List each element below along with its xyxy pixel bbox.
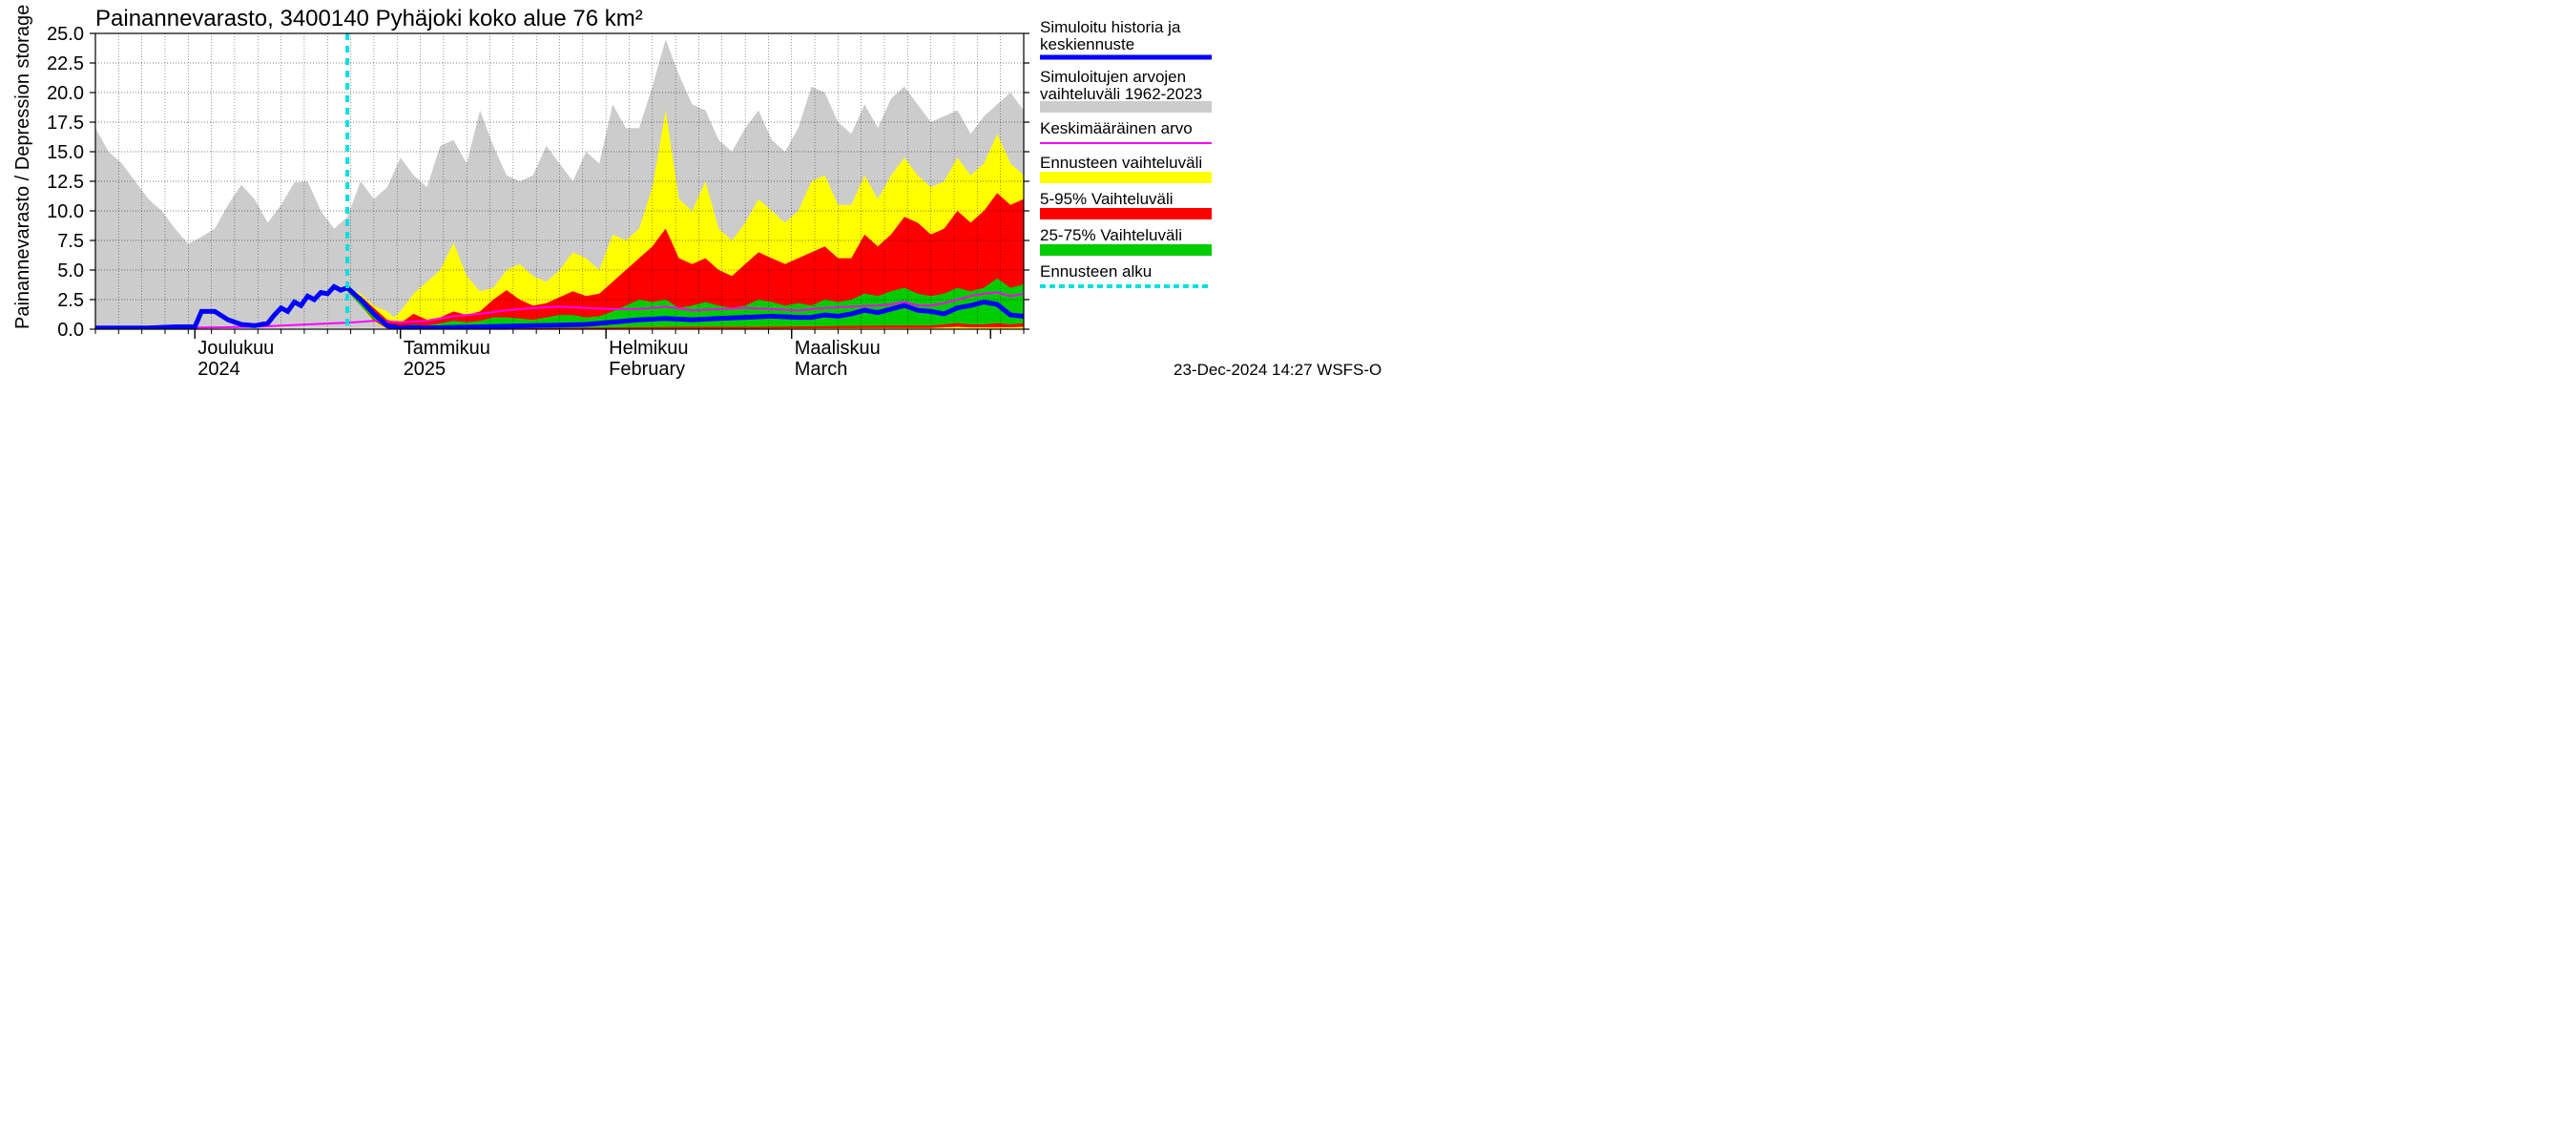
legend-label: 5-95% Vaihteluväli [1040,190,1174,208]
y-tick-label: 10.0 [47,201,84,222]
x-tick-label: Helmikuu [609,338,688,359]
legend-label: Keskimääräinen arvo [1040,119,1193,137]
y-tick-label: 17.5 [47,113,84,134]
chart-title: Painannevarasto, 3400140 Pyhäjoki koko a… [95,6,643,31]
legend-label: keskiennuste [1040,35,1134,53]
y-tick-label: 2.5 [57,290,84,311]
y-tick-label: 12.5 [47,172,84,193]
x-tick-sublabel: March [795,359,848,380]
legend-label: Ennusteen vaihteluväli [1040,154,1202,172]
y-tick-label: 0.0 [57,320,84,341]
legend-label: Simuloitujen arvojen [1040,68,1186,86]
legend-label: Ennusteen alku [1040,262,1152,281]
x-tick-label: Tammikuu [404,338,490,359]
x-tick-sublabel: 2025 [404,359,447,380]
y-tick-label: 25.0 [47,24,84,45]
y-tick-label: 7.5 [57,231,84,252]
legend-swatch [1040,244,1212,256]
y-tick-label: 20.0 [47,83,84,104]
legend-label: vaihteluväli 1962-2023 [1040,85,1202,103]
y-tick-label: 15.0 [47,142,84,163]
legend-swatch [1040,101,1212,113]
y-tick-label: 5.0 [57,260,84,281]
y-tick-label: 22.5 [47,53,84,74]
y-axis-label: Painannevarasto / Depression storage mm [12,0,33,329]
x-tick-label: Joulukuu [197,338,274,359]
x-tick-sublabel: 2024 [197,359,240,380]
footer-timestamp: 23-Dec-2024 14:27 WSFS-O [1174,361,1381,379]
legend-swatch [1040,208,1212,219]
chart-container: 0.0 2.5 5.0 7.5 10.0 12.5 15.0 17.5 20.0 22.5 25.0… [0,0,1431,636]
legend-swatch [1040,172,1212,183]
x-tick-label: Maaliskuu [795,338,881,359]
legend-label: Simuloitu historia ja [1040,18,1181,36]
legend-label: 25-75% Vaihteluväli [1040,226,1182,244]
x-tick-sublabel: February [609,359,685,380]
